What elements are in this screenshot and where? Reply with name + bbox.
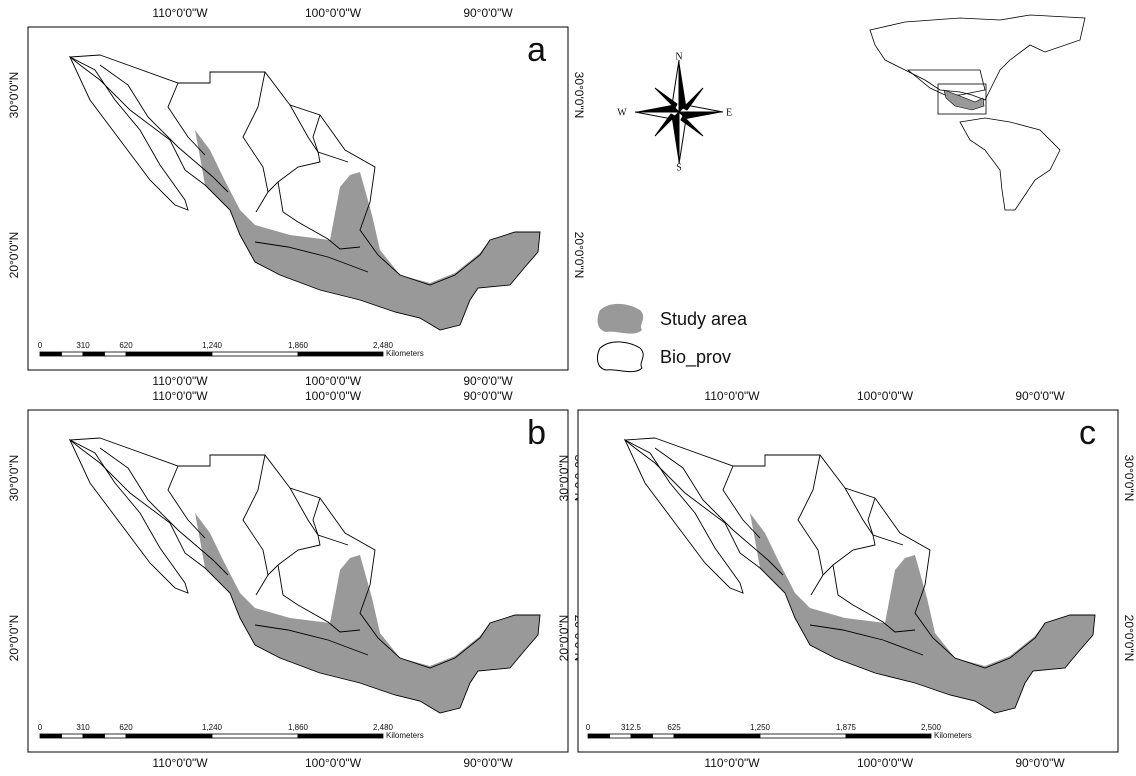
scale-bar-segment — [588, 734, 610, 738]
latitude-label: 20°0'0"N — [557, 615, 571, 662]
scale-bar-segment — [105, 352, 127, 356]
longitude-label: 110°0'0"W — [152, 6, 208, 20]
scale-label: 0 — [38, 723, 43, 732]
latitude-label: 30°0'0"N — [1122, 455, 1136, 502]
longitude-label: 90°0'0"W — [463, 374, 513, 388]
scale-label: 310 — [76, 341, 90, 350]
latitude-label: 20°0'0"N — [7, 232, 21, 279]
scale-label: 310 — [76, 723, 90, 732]
scale-bar-segment — [653, 734, 675, 738]
scale-label: 312.5 — [621, 723, 642, 732]
scale-label: 620 — [119, 341, 133, 350]
longitude-label: 100°0'0"W — [857, 389, 914, 403]
map-frame — [28, 410, 568, 752]
scale-label: 1,860 — [288, 341, 309, 350]
scale-bar-segment — [760, 734, 846, 738]
compass-letter: N — [675, 51, 682, 62]
compass-letter: E — [726, 107, 732, 118]
scale-bar-segment — [62, 352, 84, 356]
scale-bar-segment — [212, 352, 298, 356]
latitude-label: 20°0'0"N — [1122, 615, 1136, 662]
map-frame — [28, 27, 568, 370]
longitude-label: 100°0'0"W — [305, 6, 362, 20]
scale-bar-segment — [298, 352, 383, 356]
legend-bio-prov-symbol — [598, 342, 644, 372]
compass-letter: S — [676, 162, 682, 173]
longitude-label: 110°0'0"W — [152, 389, 208, 403]
latitude-label: 30°0'0"N — [7, 72, 21, 119]
scale-bar-segment — [40, 734, 62, 738]
latitude-label: 30°0'0"N — [557, 455, 571, 502]
scale-unit: Kilometers — [386, 731, 424, 740]
longitude-label: 100°0'0"W — [305, 389, 362, 403]
latitude-label: 20°0'0"N — [572, 232, 586, 279]
scale-bar-segment — [610, 734, 632, 738]
latitude-label: 30°0'0"N — [7, 455, 21, 502]
scale-bar-segment — [298, 734, 383, 738]
scale-label: 1,250 — [750, 723, 771, 732]
longitude-label: 110°0'0"W — [152, 756, 208, 770]
longitude-label: 100°0'0"W — [857, 756, 914, 770]
scale-bar-segment — [105, 734, 127, 738]
legend-label: Bio_prov — [660, 347, 731, 368]
longitude-label: 90°0'0"W — [463, 389, 513, 403]
panel-label: a — [527, 31, 546, 69]
longitude-label: 110°0'0"W — [704, 756, 760, 770]
longitude-label: 100°0'0"W — [305, 374, 362, 388]
scale-label: 620 — [119, 723, 133, 732]
scale-bar-segment — [83, 352, 105, 356]
inset-map — [870, 15, 1085, 210]
scale-unit: Kilometers — [386, 349, 424, 358]
scale-unit: Kilometers — [934, 731, 972, 740]
scale-bar-segment — [674, 734, 760, 738]
scale-bar-segment — [631, 734, 653, 738]
compass — [635, 60, 723, 164]
longitude-label: 110°0'0"W — [704, 389, 760, 403]
compass-letter: W — [617, 107, 627, 118]
legend-label: Study area — [660, 309, 748, 329]
longitude-label: 90°0'0"W — [463, 6, 513, 20]
longitude-label: 90°0'0"W — [463, 756, 513, 770]
scale-label: 0 — [38, 341, 43, 350]
scale-bar-segment — [126, 352, 212, 356]
figure: a 110°0'0"W 100°0'0"W 90°0'0"W 110°0'0"W 100°… — [0, 0, 1136, 776]
scale-bar-segment — [83, 734, 105, 738]
latitude-label: 30°0'0"N — [572, 72, 586, 119]
scale-bar-segment — [846, 734, 931, 738]
longitude-label: 90°0'0"W — [1015, 389, 1065, 403]
panel-label: c — [1079, 414, 1096, 452]
scale-label: 0 — [586, 723, 591, 732]
longitude-label: 100°0'0"W — [305, 756, 362, 770]
scale-bar-segment — [212, 734, 298, 738]
scale-bar-segment — [40, 352, 62, 356]
legend-study-area-symbol — [598, 304, 644, 334]
latitude-label: 20°0'0"N — [7, 615, 21, 662]
longitude-label: 110°0'0"W — [152, 374, 208, 388]
scale-label: 625 — [667, 723, 681, 732]
map-frame — [578, 410, 1118, 752]
scale-label: 1,860 — [288, 723, 309, 732]
longitude-label: 90°0'0"W — [1015, 756, 1065, 770]
scale-bar-segment — [62, 734, 84, 738]
scale-label: 1,240 — [202, 723, 223, 732]
panel-label: b — [527, 414, 546, 452]
scale-label: 1,240 — [202, 341, 223, 350]
scale-label: 1,875 — [836, 723, 857, 732]
scale-bar-segment — [126, 734, 212, 738]
